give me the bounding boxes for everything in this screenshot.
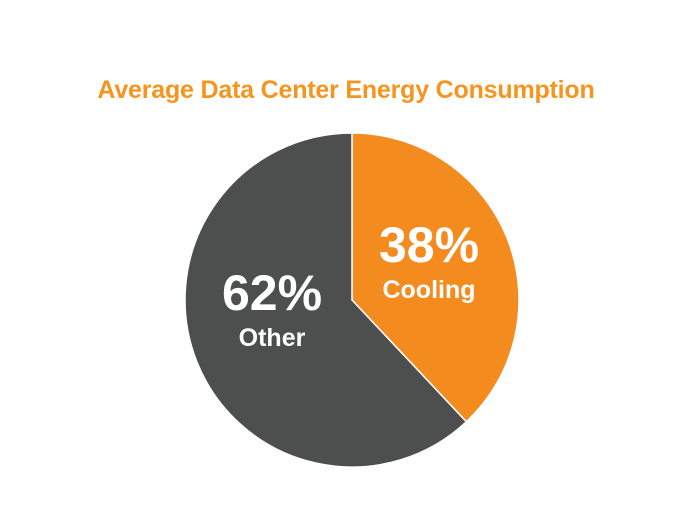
pie-slice-other (184, 132, 468, 468)
pie-slice-cooling (351, 132, 520, 423)
slice-value-label: 62% (222, 265, 322, 321)
slice-category-label: Cooling (382, 276, 475, 304)
slice-category-label: Other (239, 324, 306, 352)
chart-title: Average Data Center Energy Consumption (97, 76, 595, 104)
slice-value-label: 38% (379, 217, 479, 273)
